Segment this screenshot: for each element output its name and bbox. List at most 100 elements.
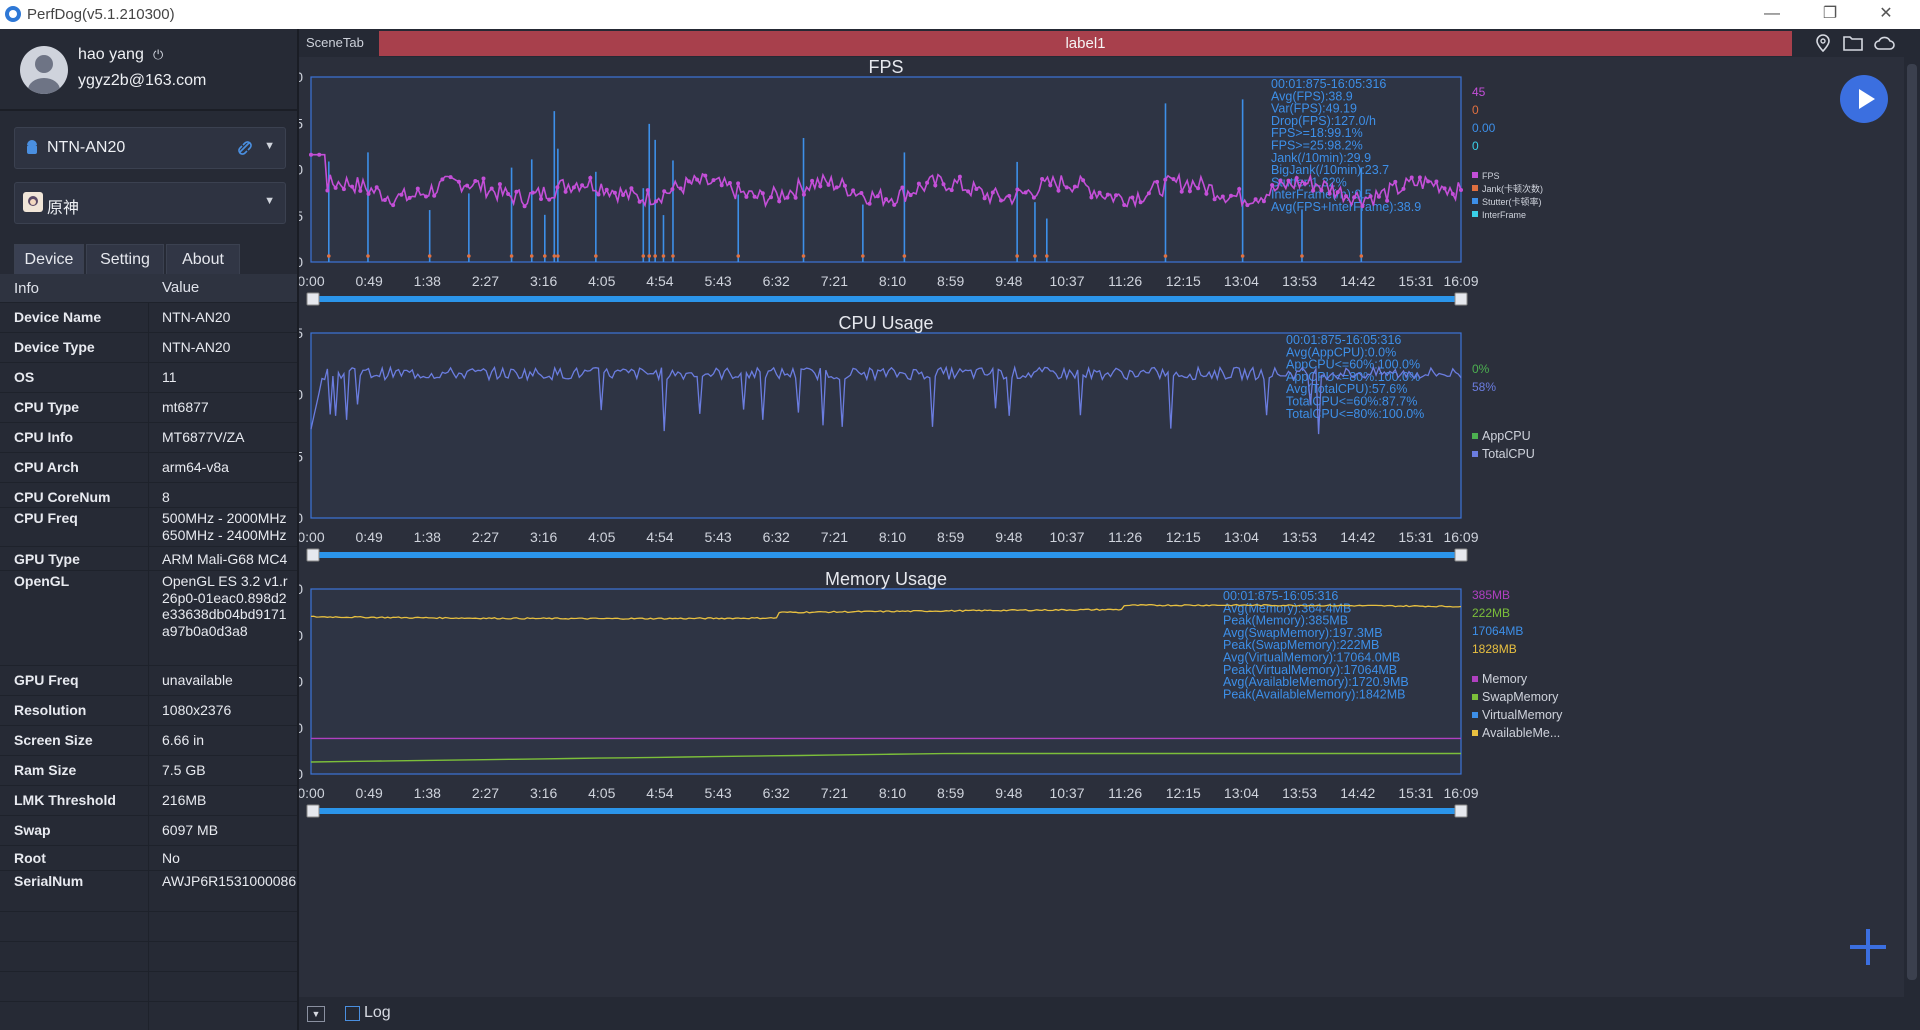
x-tick-label: 10:37 xyxy=(1049,273,1084,289)
tab-device[interactable]: Device xyxy=(14,244,84,276)
chevron-down-icon: ▼ xyxy=(264,195,275,207)
range-slider-left-handle xyxy=(306,548,320,562)
legend-swatch xyxy=(1472,211,1478,217)
jank-marker xyxy=(1359,254,1364,258)
fps-point xyxy=(588,175,593,180)
jank-marker xyxy=(594,254,598,258)
scene-label-bar[interactable]: label1 xyxy=(379,31,1792,56)
fps-point xyxy=(941,182,946,187)
fps-point xyxy=(563,189,568,194)
fps-point xyxy=(678,186,683,191)
info-key: Swap xyxy=(14,822,51,838)
info-value: 1080x2376 xyxy=(162,702,232,718)
legend-label: AppCPU xyxy=(1482,429,1531,443)
plot-frame xyxy=(310,76,1462,263)
x-tick-label: 13:53 xyxy=(1282,529,1317,545)
fps-point xyxy=(842,183,847,188)
x-tick-label: 7:21 xyxy=(821,785,848,801)
fps-point xyxy=(530,190,535,195)
power-icon[interactable]: ⏻ xyxy=(153,47,164,62)
x-tick-label: 14:42 xyxy=(1340,785,1375,801)
link-icon[interactable] xyxy=(237,140,253,156)
y-tick-label: 0 xyxy=(299,510,303,526)
fps-point xyxy=(456,179,461,184)
fps-point xyxy=(1097,190,1102,195)
app-select[interactable]: 原神 ▼ xyxy=(14,182,286,224)
stats-text: Peak(AvailableMemory):1842MB xyxy=(1223,687,1406,701)
fps-point xyxy=(719,183,724,188)
fps-point xyxy=(1081,178,1086,183)
charts-svg: FPS 100 75 50 25 0 FPS 0:00 0:49 1:38 2:27 3:16 4:05… xyxy=(257,57,1563,818)
user-avatar-icon xyxy=(28,55,60,94)
fps-point xyxy=(547,197,552,202)
fps-point xyxy=(892,202,897,207)
avatar[interactable] xyxy=(20,46,68,94)
restore-icon[interactable]: ❐ xyxy=(1822,5,1838,22)
scene-tab-label[interactable]: SceneTab xyxy=(306,35,364,50)
fps-point xyxy=(506,192,511,196)
fps-point xyxy=(875,194,880,199)
fps-point xyxy=(851,188,856,193)
range-slider-right-handle xyxy=(1454,548,1468,562)
current-value: 45 xyxy=(1472,85,1486,99)
fps-point xyxy=(1187,189,1192,194)
add-plus-icon[interactable] xyxy=(1846,925,1890,969)
x-tick-label: 11:26 xyxy=(1108,273,1142,289)
fps-point xyxy=(1138,200,1143,205)
collapse-down-icon[interactable]: ▼ xyxy=(307,1006,325,1022)
x-tick-label: 4:54 xyxy=(646,273,673,289)
range-slider-track xyxy=(311,552,1461,558)
cloud-icon[interactable] xyxy=(1873,33,1895,53)
sidebar-border xyxy=(297,29,299,1030)
x-tick-label: 4:05 xyxy=(588,529,615,545)
fps-point xyxy=(1229,193,1233,198)
legend-swatch xyxy=(1472,185,1478,191)
fps-point xyxy=(391,203,396,208)
device-select[interactable]: NTN-AN20 ▼ xyxy=(14,127,286,169)
fps-point xyxy=(834,185,839,190)
y-tick-label: 75 xyxy=(299,115,303,131)
legend-label: InterFrame xyxy=(1482,210,1526,220)
tab-about[interactable]: About xyxy=(166,244,240,276)
current-value: 222MB xyxy=(1472,606,1510,620)
chart-area: FPS 100 75 50 25 0 FPS 0:00 0:49 1:38 2:27 3:16 4:05… xyxy=(257,57,1904,997)
fps-point xyxy=(637,199,642,204)
info-value: No xyxy=(162,850,180,866)
fps-point xyxy=(654,199,658,204)
table-row xyxy=(0,912,297,942)
log-checkbox[interactable] xyxy=(345,1006,360,1021)
stats-text: 00:01:875-16:05:316 xyxy=(1223,589,1338,603)
x-tick-label: 9:48 xyxy=(995,273,1022,289)
x-tick-label: 7:21 xyxy=(821,529,848,545)
y-tick-label: 1,000 xyxy=(299,674,303,690)
fps-point xyxy=(1376,194,1381,199)
folder-icon[interactable] xyxy=(1842,33,1864,53)
table-row: SerialNum AWJP6R1531000086 xyxy=(0,871,297,912)
fps-point xyxy=(1179,189,1184,194)
play-button[interactable] xyxy=(1840,75,1888,123)
bottom-bar xyxy=(299,997,1920,1030)
swap-memory-line xyxy=(310,752,1461,763)
stats-text: AppCPU<=60%:100.0% xyxy=(1286,358,1420,372)
fps-point xyxy=(1360,204,1365,209)
jank-marker xyxy=(542,254,547,258)
fps-point xyxy=(1327,191,1332,196)
scrollbar-thumb[interactable] xyxy=(1907,64,1917,980)
info-value: 500MHz - 2000MHz 650MHz - 2400MHz xyxy=(162,510,287,543)
jank-marker xyxy=(467,254,471,258)
y-tick-label: 0 xyxy=(299,766,303,782)
fps-point xyxy=(1122,203,1127,207)
fps-point xyxy=(769,195,773,200)
fps-point xyxy=(1417,175,1422,180)
fps-point xyxy=(440,177,445,182)
close-icon[interactable]: ✕ xyxy=(1879,5,1893,22)
fps-point xyxy=(801,192,806,197)
info-key: GPU Freq xyxy=(14,672,79,688)
minimize-icon[interactable]: — xyxy=(1764,5,1780,22)
x-tick-label: 15:31 xyxy=(1398,529,1433,545)
jank-marker xyxy=(552,254,557,258)
range-slider-left-handle xyxy=(306,292,320,306)
jank-marker xyxy=(671,254,675,258)
location-icon[interactable] xyxy=(1812,33,1834,53)
tab-setting[interactable]: Setting xyxy=(86,244,164,276)
